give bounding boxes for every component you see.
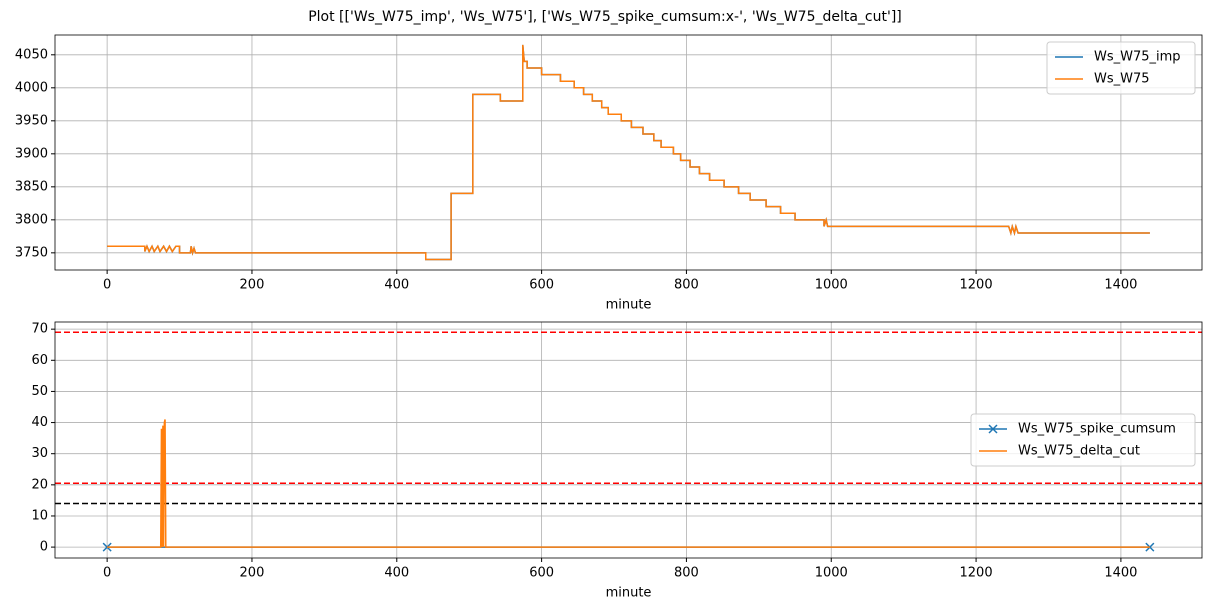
x-axis-label: minute (606, 298, 652, 313)
x-tick-label: 600 (529, 566, 554, 581)
y-tick-label: 3900 (15, 146, 48, 161)
legend-box (1046, 41, 1196, 95)
x-tick-label: 1000 (815, 566, 848, 581)
legend-label: Ws_W75_imp (1094, 50, 1181, 65)
x-tick-label: 0 (103, 278, 111, 293)
x-tick-label: 0 (103, 566, 111, 581)
x-tick-label: 800 (674, 566, 699, 581)
legend-label: Ws_W75 (1094, 72, 1150, 87)
axes-frame (54, 34, 1203, 271)
x-tick-label: 1200 (960, 278, 993, 293)
y-tick-label: 3800 (15, 212, 48, 227)
x-tick-label: 1200 (960, 566, 993, 581)
y-tick-label: 3750 (15, 245, 48, 260)
y-tick-label: 0 (40, 540, 48, 555)
x-tick-label: 1400 (1104, 278, 1137, 293)
axes-frame (54, 321, 1203, 559)
y-tick-label: 70 (31, 322, 48, 337)
x-tick-label: 1400 (1104, 566, 1137, 581)
legend-marker (988, 424, 998, 434)
y-tick-label: 3850 (15, 179, 48, 194)
series-line (107, 44, 1150, 261)
series-line (107, 44, 1150, 261)
x-tick-label: 200 (240, 278, 265, 293)
legend-label: Ws_W75_spike_cumsum (1018, 422, 1176, 437)
x-tick-label: 600 (529, 278, 554, 293)
y-tick-label: 40 (31, 415, 48, 430)
y-tick-label: 30 (31, 446, 48, 461)
y-tick-label: 50 (31, 384, 48, 399)
x-tick-label: 400 (384, 566, 409, 581)
y-tick-label: 20 (31, 477, 48, 492)
y-tick-label: 60 (31, 353, 48, 368)
x-axis-label: minute (606, 586, 652, 601)
x-tick-label: 1000 (815, 278, 848, 293)
x-tick-label: 200 (240, 566, 265, 581)
y-tick-label: 3950 (15, 113, 48, 128)
legend-box (970, 413, 1196, 467)
y-tick-label: 10 (31, 508, 48, 523)
y-tick-label: 4050 (15, 47, 48, 62)
x-tick-label: 400 (384, 278, 409, 293)
legend-label: Ws_W75_delta_cut (1018, 444, 1140, 459)
x-tick-label: 800 (674, 278, 699, 293)
figure-title: Plot [['Ws_W75_imp', 'Ws_W75'], ['Ws_W75… (308, 9, 902, 25)
y-tick-label: 4000 (15, 80, 48, 95)
series-line (107, 419, 1150, 548)
point-marker (102, 542, 112, 552)
